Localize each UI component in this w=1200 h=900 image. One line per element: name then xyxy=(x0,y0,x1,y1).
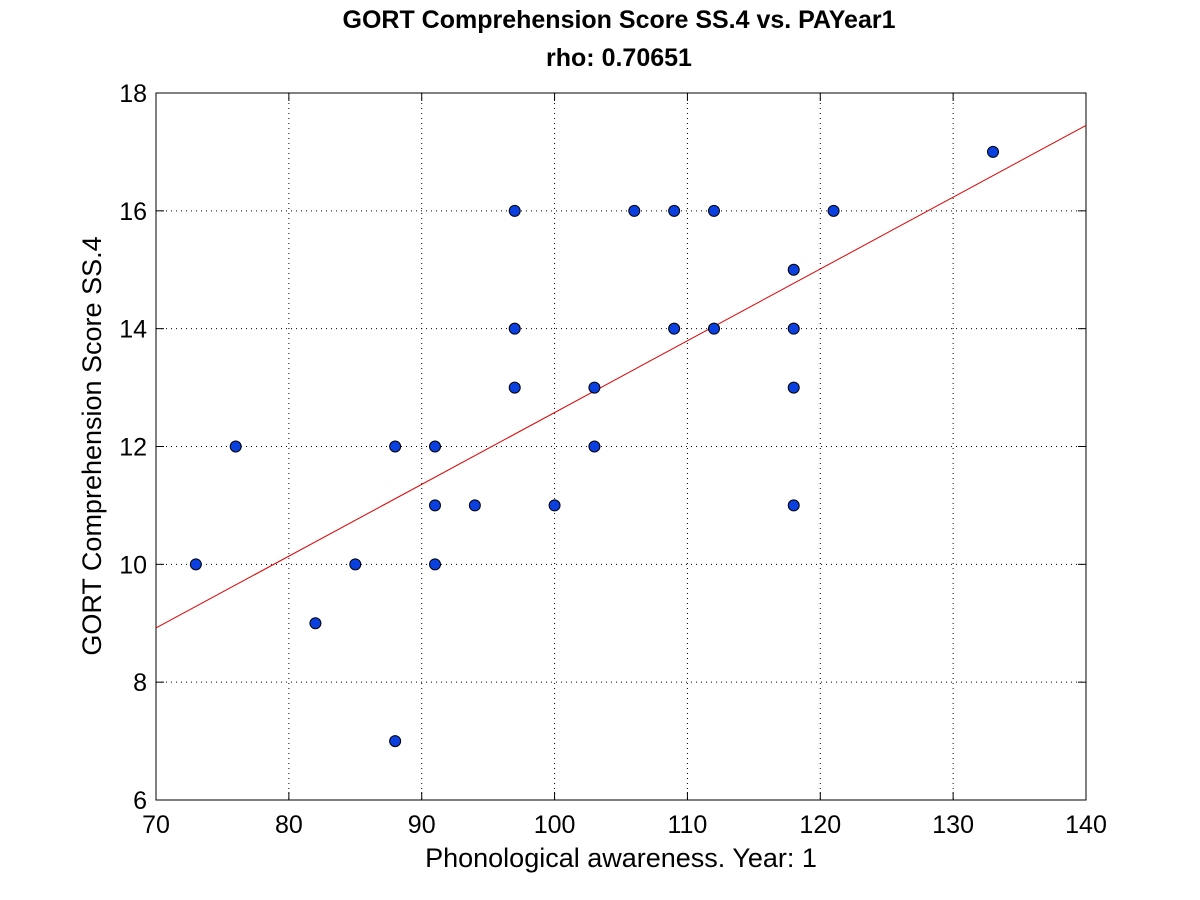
x-tick-label: 130 xyxy=(932,811,974,839)
data-point xyxy=(787,263,800,276)
data-point xyxy=(668,322,681,335)
fit-line-layer xyxy=(155,124,1087,629)
data-point xyxy=(588,381,601,394)
data-point xyxy=(987,145,999,158)
x-axis-label: Phonological awareness. Year: 1 xyxy=(425,843,817,873)
data-point xyxy=(429,440,441,453)
y-tick-label: 12 xyxy=(119,434,147,462)
data-point xyxy=(429,558,441,571)
data-points xyxy=(189,145,999,748)
data-point xyxy=(389,735,402,748)
y-tick-label: 10 xyxy=(119,551,147,579)
chart-title: GORT Comprehension Score SS.4 vs. PAYear… xyxy=(343,6,896,34)
data-point xyxy=(827,204,840,217)
data-point xyxy=(787,322,800,335)
data-point xyxy=(189,558,202,571)
data-point xyxy=(389,440,402,453)
x-tick-label: 70 xyxy=(142,811,170,839)
data-point xyxy=(508,204,521,217)
y-tick-label: 18 xyxy=(119,80,147,108)
data-point xyxy=(708,204,720,217)
data-point xyxy=(429,499,441,512)
data-point xyxy=(508,381,521,394)
x-tick-label: 100 xyxy=(534,811,576,839)
x-tick-label: 110 xyxy=(667,811,707,839)
chart-subtitle: rho: 0.70651 xyxy=(546,44,692,72)
data-point xyxy=(708,322,720,335)
y-tick-label: 6 xyxy=(133,787,147,815)
grid xyxy=(156,93,1086,800)
data-point xyxy=(548,499,561,512)
data-point xyxy=(787,499,800,512)
data-point xyxy=(508,322,521,335)
data-point xyxy=(787,381,800,394)
data-point xyxy=(468,499,481,512)
x-tick-label: 80 xyxy=(275,811,303,839)
data-point xyxy=(349,558,362,571)
x-tick-label: 90 xyxy=(408,811,436,839)
regression-line xyxy=(155,124,1087,629)
data-point xyxy=(668,204,681,217)
y-axis-label: GORT Comprehension Score SS.4 xyxy=(77,236,107,655)
data-point xyxy=(628,204,641,217)
y-tick-label: 8 xyxy=(133,669,147,697)
x-tick-label: 120 xyxy=(799,811,841,839)
y-tick-label: 16 xyxy=(119,198,147,226)
axis-ticks: 70 80 90 100 110 120 130 140 6 8 10 12 14 16 18 xyxy=(119,80,1107,839)
data-point xyxy=(309,617,322,630)
data-point xyxy=(229,440,242,453)
y-tick-label: 14 xyxy=(119,316,147,344)
data-point xyxy=(588,440,601,453)
x-tick-label: 140 xyxy=(1065,811,1107,839)
